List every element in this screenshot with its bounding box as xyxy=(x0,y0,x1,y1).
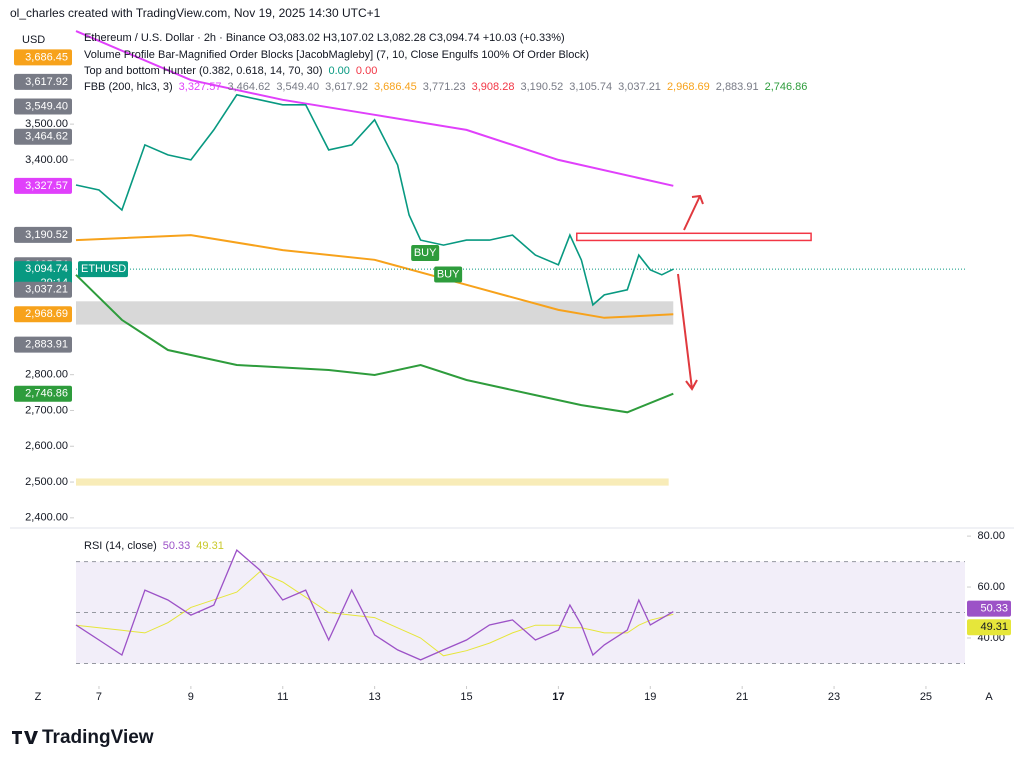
x-tick-label: 17 xyxy=(552,691,564,703)
x-tick-label: 7 xyxy=(96,691,102,703)
y-tick-label: 2,800.00 xyxy=(25,369,68,381)
arrows xyxy=(677,194,704,391)
rsi-tag-label: 50.33 xyxy=(980,603,1008,615)
y-tick-label: 3,500.00 xyxy=(25,118,68,130)
x-tick-label: 25 xyxy=(920,691,932,703)
y-tick-label: 80.00 xyxy=(977,530,1005,542)
hunter-title: Top and bottom Hunter (0.382, 0.618, 14,… xyxy=(84,65,323,77)
price-tag-label: 3,686.45 xyxy=(25,51,68,63)
x-tick-label: 23 xyxy=(828,691,840,703)
fbb-value: 3,037.21 xyxy=(618,81,661,93)
signal-badge xyxy=(434,266,463,283)
price-tag-label: 2,883.91 xyxy=(25,339,68,351)
rsi-value: 50.33 xyxy=(163,540,191,552)
price-tag xyxy=(14,49,72,66)
band-line xyxy=(75,274,674,414)
x-tick-label: 11 xyxy=(277,691,288,703)
price-line xyxy=(75,571,674,657)
price-tag-label: 3,327.57 xyxy=(25,180,68,192)
rsi-background xyxy=(76,561,965,664)
fbb-value: 2,968.69 xyxy=(667,81,710,93)
fbb-value: 3,617.92 xyxy=(325,81,368,93)
y-tick-label: 2,600.00 xyxy=(25,440,68,452)
price-tag xyxy=(14,306,72,323)
fbb-value: 3,771.23 xyxy=(423,81,466,93)
price-tag-label: 3,094.74 xyxy=(25,263,68,275)
fbb-value: 3,464.62 xyxy=(227,81,270,93)
rsi-tag xyxy=(967,600,1011,617)
logo-mark xyxy=(12,731,38,744)
indicator-label: Volume Profile Bar-Magnified Order Block… xyxy=(84,49,589,61)
price-tag-label: 2,746.86 xyxy=(25,388,68,400)
y-tick-label: 2,400.00 xyxy=(25,512,68,524)
fbb-value: 2,883.91 xyxy=(716,81,759,93)
price-tag xyxy=(14,385,72,402)
price-tag xyxy=(14,281,72,298)
currency: USD xyxy=(22,34,45,46)
fbb-title: FBB (200, hlc3, 3) xyxy=(84,81,173,93)
rsi-legend: RSI (14, close) 50.33 49.31 xyxy=(84,540,224,552)
price-line xyxy=(75,93,674,307)
hunter-legend: Top and bottom Hunter (0.382, 0.618, 14,… xyxy=(84,65,377,77)
zone xyxy=(576,232,812,242)
band-line xyxy=(75,30,674,187)
signal-badge xyxy=(411,244,440,261)
price-tag xyxy=(14,98,72,115)
price-tag-label: 3,190.52 xyxy=(25,229,68,241)
hunter-value: 0.00 xyxy=(356,65,377,77)
symbol-label: ETHUSD xyxy=(81,263,126,275)
x-tick-label: 15 xyxy=(460,691,472,703)
price-tag xyxy=(14,128,72,145)
price-tag-label: 3,464.62 xyxy=(25,131,68,143)
fbb-value: 3,686.45 xyxy=(374,81,417,93)
fbb-value: 3,105.74 xyxy=(569,81,612,93)
down-arrow xyxy=(677,273,698,391)
price-line xyxy=(75,549,674,661)
x-tick-label: 21 xyxy=(736,691,748,703)
fbb-value: 3,549.40 xyxy=(276,81,319,93)
price-tag xyxy=(14,73,72,90)
price-tag-label: 3,037.21 xyxy=(25,284,68,296)
y-tick-label: 2,500.00 xyxy=(25,476,68,488)
zone xyxy=(76,301,674,325)
fbb-value: 3,190.52 xyxy=(520,81,563,93)
rsi-tag xyxy=(967,619,1011,636)
fbb-value: 2,746.86 xyxy=(765,81,808,93)
price-tag-label: 3,617.92 xyxy=(25,76,68,88)
rsi-value: 49.31 xyxy=(196,540,224,552)
rsi-title: RSI (14, close) xyxy=(84,540,157,552)
price-tag xyxy=(14,336,72,353)
logo: TradingView xyxy=(12,727,154,748)
signal-label: BUY xyxy=(437,268,460,280)
y-tick-label: 3,400.00 xyxy=(25,154,68,166)
z-button[interactable]: Z xyxy=(35,691,42,703)
band-line xyxy=(75,234,674,319)
a-button[interactable]: A xyxy=(985,691,993,703)
signal-label: BUY xyxy=(414,247,437,259)
zone xyxy=(76,478,669,486)
symbol-badge xyxy=(78,261,128,278)
price-tag xyxy=(14,177,72,194)
price-tag xyxy=(14,226,72,243)
credit: ol_charles created with TradingView.com,… xyxy=(10,6,381,20)
y-tick-label: 2,700.00 xyxy=(25,404,68,416)
price-tag-label: 2,968.69 xyxy=(25,308,68,320)
hunter-value: 0.00 xyxy=(329,65,350,77)
fbb-value: 3,908.28 xyxy=(472,81,515,93)
y-tick-label: 60.00 xyxy=(977,581,1005,593)
price-tag-label: 3,549.40 xyxy=(25,100,68,112)
x-tick-label: 19 xyxy=(644,691,656,703)
fbb-legend: FBB (200, hlc3, 3) 3,327.57 3,464.62 3,549.… xyxy=(84,81,807,93)
chart-title: Ethereum / U.S. Dollar · 2h · Binance O3… xyxy=(84,32,565,44)
x-tick-label: 13 xyxy=(369,691,381,703)
fbb-value: 3,327.57 xyxy=(179,81,222,93)
up-arrow xyxy=(683,194,704,231)
x-tick-label: 9 xyxy=(188,691,194,703)
rsi-tag-label: 49.31 xyxy=(980,621,1008,633)
logo-text: TradingView xyxy=(42,727,154,748)
